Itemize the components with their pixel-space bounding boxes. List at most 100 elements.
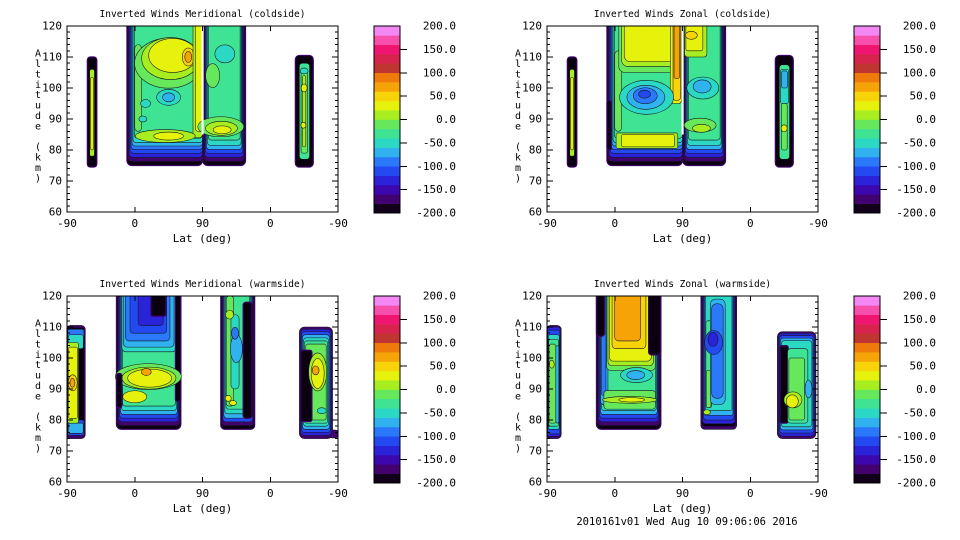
colorbar-label: 100.0	[903, 336, 936, 349]
y-tick-label: 80	[529, 414, 542, 427]
colorbar-label: 50.0	[430, 90, 457, 103]
y-tick-label: 100	[42, 82, 62, 95]
colorbar-band	[854, 454, 880, 465]
y-tick-label: 90	[49, 383, 62, 396]
colorbar-band	[374, 342, 400, 353]
x-tick-label: -90	[57, 217, 77, 230]
contour-region	[621, 134, 675, 148]
colorbar-band	[374, 54, 400, 64]
colorbar-band	[374, 35, 400, 45]
y-tick-label: 70	[529, 445, 542, 458]
y-tick-label: 110	[522, 321, 542, 334]
y-axis-label-char: l	[35, 329, 41, 340]
x-tick-label: -90	[808, 217, 828, 230]
colorbar-band	[374, 63, 400, 74]
x-tick-label: 0	[611, 217, 618, 230]
contour-region	[122, 390, 148, 404]
x-tick-label: 0	[267, 217, 274, 230]
y-tick-label: 100	[522, 352, 542, 365]
colorbar-band	[854, 72, 880, 83]
contour-region	[548, 343, 557, 424]
contour-region	[595, 296, 606, 337]
contour-region	[780, 124, 788, 133]
y-tick-label: 110	[42, 321, 62, 334]
y-axis-label-char: (	[35, 412, 41, 423]
x-tick-label: 0	[747, 487, 754, 500]
contour-region	[626, 370, 646, 380]
colorbar-label: -200.0	[416, 477, 456, 490]
colorbar-band	[854, 352, 880, 362]
contour-region	[195, 26, 203, 132]
y-tick-label: 60	[529, 476, 542, 489]
y-axis-label-char: )	[515, 173, 521, 184]
y-axis-label-char: l	[35, 59, 41, 70]
y-axis-label-char: A	[515, 319, 521, 330]
colorbar-label: 100.0	[903, 66, 936, 79]
x-tick-label: -90	[537, 217, 557, 230]
colorbar-label: 200.0	[423, 290, 456, 303]
colorbar-band	[374, 389, 400, 400]
plot-title: Inverted Winds Zonal (coldside)	[594, 9, 771, 20]
y-axis-label-char: k	[35, 423, 41, 434]
colorbar-band	[374, 324, 400, 334]
colorbar-band	[854, 426, 880, 437]
colorbar-band	[374, 370, 400, 381]
colorbar-band	[374, 426, 400, 437]
colorbar-label: -150.0	[416, 183, 456, 196]
contour-region	[212, 125, 232, 135]
contour-region	[184, 51, 193, 63]
contour-layer	[566, 26, 794, 168]
colorbar-band	[374, 91, 400, 102]
colorbar-label: -50.0	[423, 406, 456, 419]
colorbar-label: 200.0	[423, 20, 456, 33]
plot-title: Inverted Winds Zonal (warmside)	[594, 279, 771, 290]
x-tick-label: -90	[537, 487, 557, 500]
y-tick-label: 120	[522, 20, 542, 33]
contour-region	[681, 26, 684, 135]
colorbar-label: -50.0	[903, 406, 936, 419]
contour-region	[90, 76, 94, 151]
colorbar-label: 150.0	[903, 313, 936, 326]
y-axis-label-char: l	[515, 59, 521, 70]
colorbar-band	[854, 370, 880, 381]
contour-region	[69, 378, 76, 388]
contour-region	[673, 26, 680, 79]
contour-layer	[547, 296, 817, 439]
contour-region	[150, 296, 167, 317]
colorbar-band	[854, 445, 880, 456]
y-axis-label-char: (	[35, 142, 41, 153]
x-tick-label: 90	[676, 487, 689, 500]
contour-region	[138, 115, 148, 123]
colorbar-band	[854, 464, 880, 474]
contour-region	[779, 344, 789, 424]
y-axis-label-char: t	[35, 90, 41, 101]
y-tick-label: 80	[49, 144, 62, 157]
y-axis-label-char: d	[35, 381, 41, 392]
x-tick-label: -90	[57, 487, 77, 500]
x-axis-label: Lat (deg)	[653, 232, 713, 245]
contour-region	[311, 365, 320, 376]
y-axis-label-char: t	[515, 339, 521, 350]
y-tick-label: 100	[522, 82, 542, 95]
contour-region	[648, 296, 662, 356]
y-axis-label-char: e	[515, 391, 521, 402]
y-axis-label-char: k	[515, 423, 521, 434]
colorbar-label: 50.0	[910, 360, 937, 373]
colorbar-band	[854, 333, 880, 344]
y-axis-label-char: k	[35, 153, 41, 164]
colorbar-band	[374, 436, 400, 446]
y-axis-label-char: d	[35, 111, 41, 122]
colorbar-label: 150.0	[903, 43, 936, 56]
colorbar-band	[854, 380, 880, 390]
y-axis-label-char: u	[515, 371, 521, 382]
y-axis-label-char: t	[515, 90, 521, 101]
contour-region	[174, 296, 182, 402]
contour-region	[299, 67, 309, 75]
y-axis-label-char: )	[35, 443, 41, 454]
colorbar-band	[854, 147, 880, 158]
colorbar-band	[374, 72, 400, 83]
y-axis-label-char: k	[515, 153, 521, 164]
x-tick-label: -90	[808, 487, 828, 500]
colorbar-band	[854, 305, 880, 315]
x-axis-label: Lat (deg)	[173, 502, 233, 515]
